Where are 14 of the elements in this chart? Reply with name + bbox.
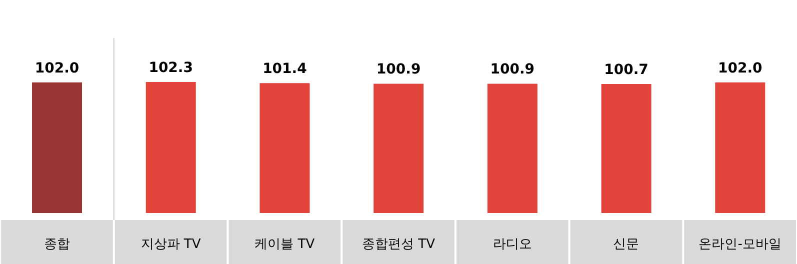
x-tick-label: 종합 xyxy=(44,237,70,252)
data-label: 102.3 xyxy=(148,60,194,76)
data-label: 102.0 xyxy=(718,60,763,76)
data-label: 101.4 xyxy=(262,61,308,78)
x-tick-label: 케이블 TV xyxy=(254,237,315,252)
x-tick-label: 라디오 xyxy=(492,237,532,252)
data-label: 100.9 xyxy=(376,62,421,78)
x-tick-label: 지상파 TV xyxy=(140,237,201,252)
x-tick-label: 종합편성 TV xyxy=(362,237,436,252)
data-label: 100.7 xyxy=(604,62,648,78)
data-label: 100.9 xyxy=(490,62,535,78)
x-tick-label: 온라인-모바일 xyxy=(698,237,782,252)
data-label: 102.0 xyxy=(34,60,80,76)
x-tick-label: 신문 xyxy=(613,237,640,252)
